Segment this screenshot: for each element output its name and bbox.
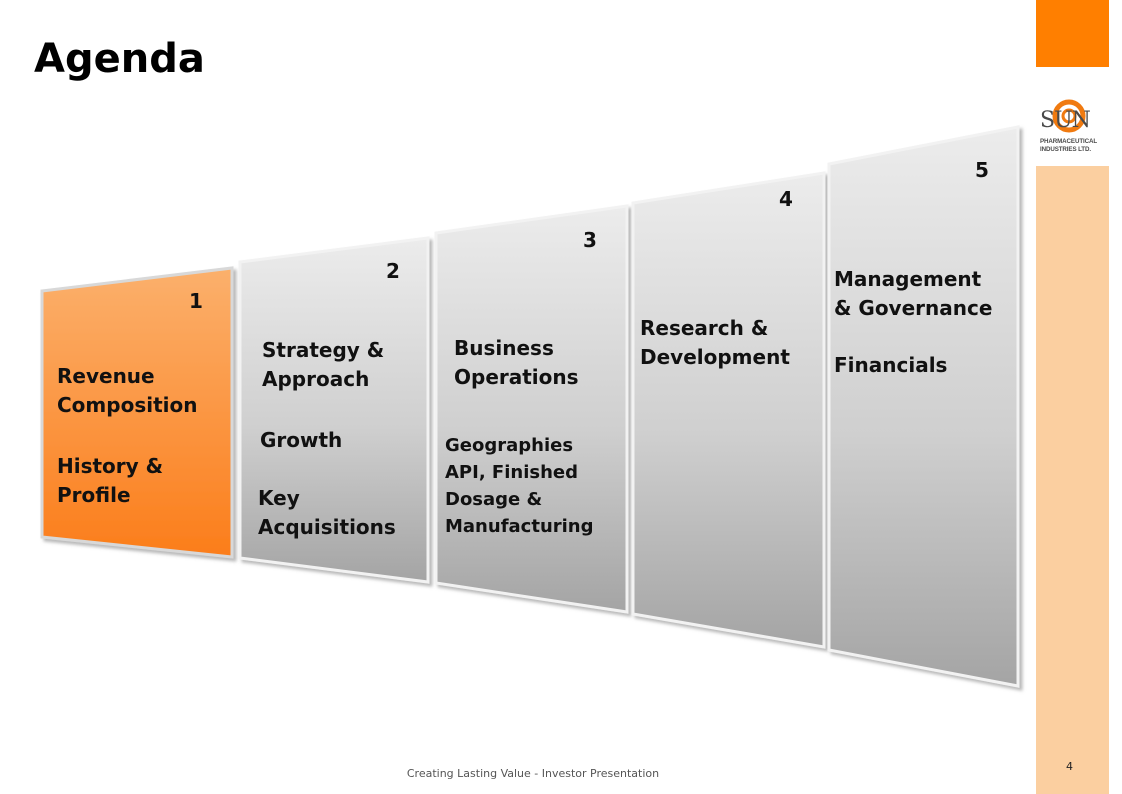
agenda-panels	[40, 125, 1020, 688]
panel-3[interactable]	[434, 204, 629, 614]
panel-2-line-1: Strategy & Approach	[262, 338, 385, 391]
panel-3-line-1: Business Operations	[454, 336, 579, 389]
side-band	[1036, 166, 1109, 794]
panel-1-line-1: Revenue Composition	[57, 364, 198, 417]
panel-2-line-2: Growth	[260, 428, 343, 452]
panel-2[interactable]	[238, 236, 430, 584]
panel-4-number: 4	[779, 187, 793, 211]
accent-block	[1036, 0, 1109, 67]
panel-5-number: 5	[975, 158, 989, 182]
panel-1-line-2: History & Profile	[57, 454, 164, 507]
logo-subtitle: PHARMACEUTICAL INDUSTRIES LTD.	[1040, 138, 1098, 153]
panel-5[interactable]	[827, 125, 1020, 688]
panel-1[interactable]	[40, 266, 234, 559]
panel-2-number: 2	[386, 259, 400, 283]
logo-wordmark: SUN	[1040, 108, 1091, 133]
panel-5-line-2: Financials	[834, 353, 948, 377]
page-title: Agenda	[34, 36, 205, 82]
panel-4-line-1: Research & Development	[640, 316, 790, 369]
sun-logo-icon	[1052, 99, 1086, 133]
page-number: 4	[1066, 760, 1073, 773]
panel-5-line-1: Management & Governance	[834, 267, 993, 320]
panel-2-line-3: Key Acquisitions	[258, 486, 396, 539]
panel-3-line-2: Geographies API, Finished Dosage & Manuf…	[445, 435, 594, 537]
panel-3-number: 3	[583, 228, 597, 252]
panel-1-number: 1	[189, 289, 203, 313]
footer-text: Creating Lasting Value - Investor Presen…	[406, 767, 660, 780]
panel-4[interactable]	[631, 171, 826, 649]
